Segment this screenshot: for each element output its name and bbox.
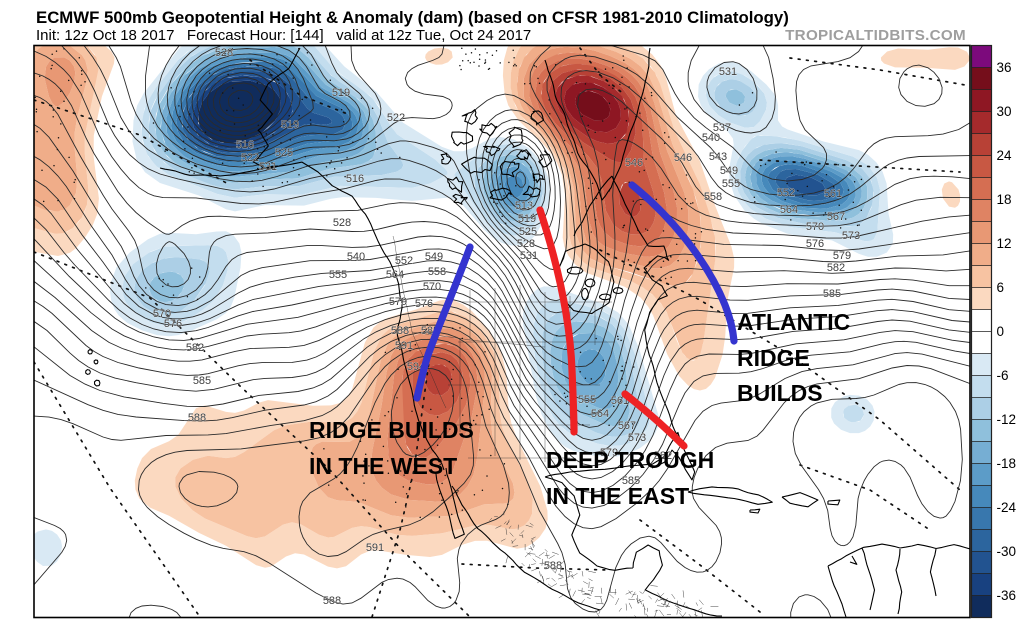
- svg-text:579: 579: [833, 250, 851, 262]
- svg-text:TROPICALTIDBITS.COM: TROPICALTIDBITS.COM: [785, 27, 966, 44]
- svg-text:585: 585: [193, 375, 211, 387]
- svg-text:591: 591: [395, 340, 413, 352]
- svg-text:567: 567: [618, 420, 636, 432]
- svg-text:558: 558: [704, 191, 722, 203]
- svg-text:579: 579: [600, 447, 618, 459]
- svg-text:516: 516: [346, 173, 364, 185]
- svg-text:570: 570: [153, 308, 171, 320]
- svg-text:-6: -6: [997, 368, 1009, 383]
- svg-text:RIDGE: RIDGE: [737, 345, 810, 371]
- svg-text:528: 528: [517, 238, 535, 250]
- svg-text:519: 519: [518, 213, 536, 225]
- svg-text:531: 531: [259, 161, 277, 173]
- svg-text:528: 528: [333, 217, 351, 229]
- svg-text:585: 585: [622, 475, 640, 487]
- svg-text:582: 582: [827, 262, 845, 274]
- svg-text:552: 552: [395, 255, 413, 267]
- svg-text:DEEP TROUGH: DEEP TROUGH: [546, 447, 714, 473]
- svg-text:525: 525: [519, 226, 537, 238]
- svg-text:-12: -12: [997, 412, 1017, 427]
- svg-text:IN THE WEST: IN THE WEST: [309, 453, 457, 479]
- svg-text:30: 30: [997, 104, 1012, 119]
- svg-text:576: 576: [164, 318, 182, 330]
- svg-text:-30: -30: [997, 544, 1017, 559]
- svg-text:564: 564: [780, 204, 798, 216]
- svg-text:576: 576: [415, 298, 433, 310]
- svg-text:543: 543: [709, 151, 727, 163]
- svg-text:519: 519: [281, 119, 299, 131]
- svg-text:573: 573: [628, 432, 646, 444]
- svg-text:-18: -18: [997, 456, 1017, 471]
- svg-text:582: 582: [654, 450, 672, 462]
- svg-text:RIDGE BUILDS: RIDGE BUILDS: [309, 417, 474, 443]
- svg-text:570: 570: [806, 221, 824, 233]
- svg-text:564: 564: [591, 408, 609, 420]
- svg-text:-24: -24: [997, 500, 1017, 515]
- svg-text:ECMWF 500mb Geopotential Heigh: ECMWF 500mb Geopotential Height & Anomal…: [36, 8, 789, 27]
- svg-text:579: 579: [389, 296, 407, 308]
- svg-text:525: 525: [275, 147, 293, 159]
- svg-text:516: 516: [236, 139, 254, 151]
- svg-text:588: 588: [391, 325, 409, 337]
- svg-text:513: 513: [515, 200, 533, 212]
- svg-text:555: 555: [578, 394, 596, 406]
- svg-text:540: 540: [702, 132, 720, 144]
- svg-text:585: 585: [823, 288, 841, 300]
- svg-text:18: 18: [997, 192, 1012, 207]
- svg-text:546: 546: [674, 152, 692, 164]
- svg-text:564: 564: [386, 269, 404, 281]
- svg-text:12: 12: [997, 236, 1012, 251]
- svg-text:588: 588: [323, 595, 341, 607]
- svg-text:ATLANTIC: ATLANTIC: [737, 309, 850, 335]
- svg-text:519: 519: [332, 87, 350, 99]
- svg-text:546: 546: [625, 157, 643, 169]
- svg-text:528: 528: [215, 47, 233, 59]
- svg-text:588: 588: [188, 412, 206, 424]
- svg-text:561: 561: [824, 188, 842, 200]
- svg-text:BUILDS: BUILDS: [737, 380, 823, 406]
- svg-text:522: 522: [387, 112, 405, 124]
- svg-text:576: 576: [806, 238, 824, 250]
- svg-text:24: 24: [997, 148, 1013, 163]
- svg-text:567: 567: [827, 211, 845, 223]
- svg-text:555: 555: [722, 178, 740, 190]
- svg-text:522: 522: [241, 152, 259, 164]
- svg-text:570: 570: [423, 281, 441, 293]
- svg-text:531: 531: [719, 66, 737, 78]
- svg-text:537: 537: [713, 122, 731, 134]
- svg-text:555: 555: [329, 269, 347, 281]
- svg-text:582: 582: [186, 342, 204, 354]
- svg-text:-36: -36: [997, 588, 1017, 603]
- svg-text:Init: 12z Oct 18 2017 Foreca: Init: 12z Oct 18 2017 Forecast Hour: [14…: [36, 27, 531, 44]
- svg-text:540: 540: [347, 251, 365, 263]
- svg-text:591: 591: [366, 542, 384, 554]
- svg-text:36: 36: [997, 60, 1012, 75]
- svg-text:531: 531: [520, 250, 538, 262]
- svg-text:IN THE EAST: IN THE EAST: [546, 483, 689, 509]
- svg-text:549: 549: [720, 165, 738, 177]
- svg-text:573: 573: [842, 230, 860, 242]
- svg-text:558: 558: [428, 266, 446, 278]
- svg-text:6: 6: [997, 280, 1005, 295]
- svg-text:552: 552: [777, 187, 795, 199]
- svg-text:588: 588: [544, 560, 562, 572]
- svg-text:549: 549: [425, 251, 443, 263]
- svg-text:0: 0: [997, 324, 1005, 339]
